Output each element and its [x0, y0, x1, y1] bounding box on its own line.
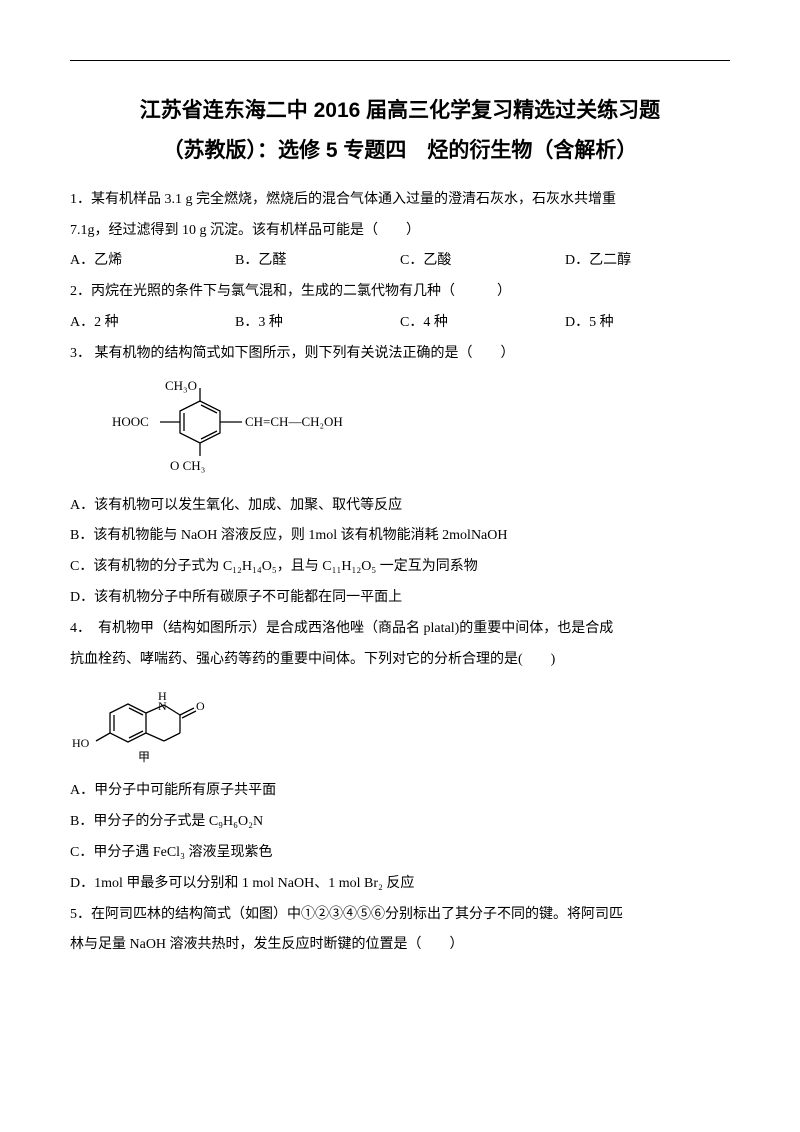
q1-stem-line2: 7.1g，经过滤得到 10 g 沉淀。该有机样品可能是（ ） — [70, 216, 730, 247]
q4-opt-c: C．甲分子遇 FeCl₃ 溶液呈现紫色 — [70, 838, 730, 869]
question-5: 5．在阿司匹林的结构简式（如图）中①②③④⑤⑥分别标出了其分子不同的键。将阿司匹… — [70, 900, 730, 962]
q1-options: A．乙烯 B．乙醛 C．乙酸 D．乙二醇 — [70, 246, 730, 277]
q3-structure-image: CH₃O O CH₃ HOOC CH=CH—CH₂OH — [70, 378, 730, 483]
q4-opt-b: B．甲分子的分子式是 C₉H₆O₂N — [70, 807, 730, 838]
q4-stem-line1: 4． 有机物甲（结构如图所示）是合成西洛他唑（商品名 platal)的重要中间体… — [70, 614, 730, 645]
question-4: 4． 有机物甲（结构如图所示）是合成西洛他唑（商品名 platal)的重要中间体… — [70, 614, 730, 900]
svg-text:HOOC: HOOC — [112, 414, 149, 429]
q1-opt-b: B．乙醛 — [235, 246, 400, 277]
svg-text:N: N — [158, 699, 167, 713]
q3-opt-a: A．该有机物可以发生氧化、加成、加聚、取代等反应 — [70, 491, 730, 522]
q5-stem-line2: 林与足量 NaOH 溶液共热时，发生反应时断键的位置是（ ） — [70, 930, 730, 961]
q1-opt-a: A．乙烯 — [70, 246, 235, 277]
q3-opt-d: D．该有机物分子中所有碳原子不可能都在同一平面上 — [70, 583, 730, 614]
q3-opt-b: B．该有机物能与 NaOH 溶液反应，则 1mol 该有机物能消耗 2molNa… — [70, 521, 730, 552]
q4-opt-a: A．甲分子中可能所有原子共平面 — [70, 776, 730, 807]
q2-opt-a: A．2 种 — [70, 308, 235, 339]
q1-opt-c: C．乙酸 — [400, 246, 565, 277]
svg-text:CH₃O: CH₃O — [165, 378, 197, 393]
question-2: 2．丙烷在光照的条件下与氯气混和，生成的二氯代物有几种（ ） A．2 种 B．3… — [70, 277, 730, 339]
svg-text:甲: 甲 — [138, 750, 150, 764]
q1-stem-line1: 1．某有机样品 3.1 g 完全燃烧，燃烧后的混合气体通入过量的澄清石灰水，石灰… — [70, 185, 730, 216]
title-line2: （苏教版）：选修 5 专题四 烃的衍生物（含解析） — [70, 131, 730, 171]
page-top-rule — [70, 60, 730, 61]
q3-opt-c: C．该有机物的分子式为 C₁₂H₁₄O₅，且与 C₁₁H₁₂O₅ 一定互为同系物 — [70, 552, 730, 583]
q2-options: A．2 种 B．3 种 C．4 种 D．5 种 — [70, 308, 730, 339]
q2-opt-d: D．5 种 — [565, 308, 730, 339]
q2-stem: 2．丙烷在光照的条件下与氯气混和，生成的二氯代物有几种（ ） — [70, 277, 730, 308]
question-1: 1．某有机样品 3.1 g 完全燃烧，燃烧后的混合气体通入过量的澄清石灰水，石灰… — [70, 185, 730, 277]
svg-text:CH=CH—CH₂OH: CH=CH—CH₂OH — [245, 414, 343, 429]
title-line1: 江苏省连东海二中 2016 届高三化学复习精选过关练习题 — [70, 91, 730, 131]
svg-text:O CH₃: O CH₃ — [170, 458, 205, 473]
svg-text:O: O — [196, 699, 205, 713]
q4-stem-line2: 抗血栓药、哮喘药、强心药等药的重要中间体。下列对它的分析合理的是( ) — [70, 645, 730, 676]
q2-opt-b: B．3 种 — [235, 308, 400, 339]
q3-stem: 3． 某有机物的结构简式如下图所示，则下列有关说法正确的是（ ） — [70, 339, 730, 370]
q5-stem-line1: 5．在阿司匹林的结构简式（如图）中①②③④⑤⑥分别标出了其分子不同的键。将阿司匹 — [70, 900, 730, 931]
question-3: 3． 某有机物的结构简式如下图所示，则下列有关说法正确的是（ ） CH₃O O … — [70, 339, 730, 614]
q1-opt-d: D．乙二醇 — [565, 246, 730, 277]
q2-opt-c: C．4 种 — [400, 308, 565, 339]
svg-text:HO: HO — [72, 736, 90, 750]
document-title: 江苏省连东海二中 2016 届高三化学复习精选过关练习题 （苏教版）：选修 5 … — [70, 91, 730, 171]
q4-structure-image: H N O HO 甲 — [70, 683, 730, 768]
q4-opt-d: D．1mol 甲最多可以分别和 1 mol NaOH、1 mol Br₂ 反应 — [70, 869, 730, 900]
